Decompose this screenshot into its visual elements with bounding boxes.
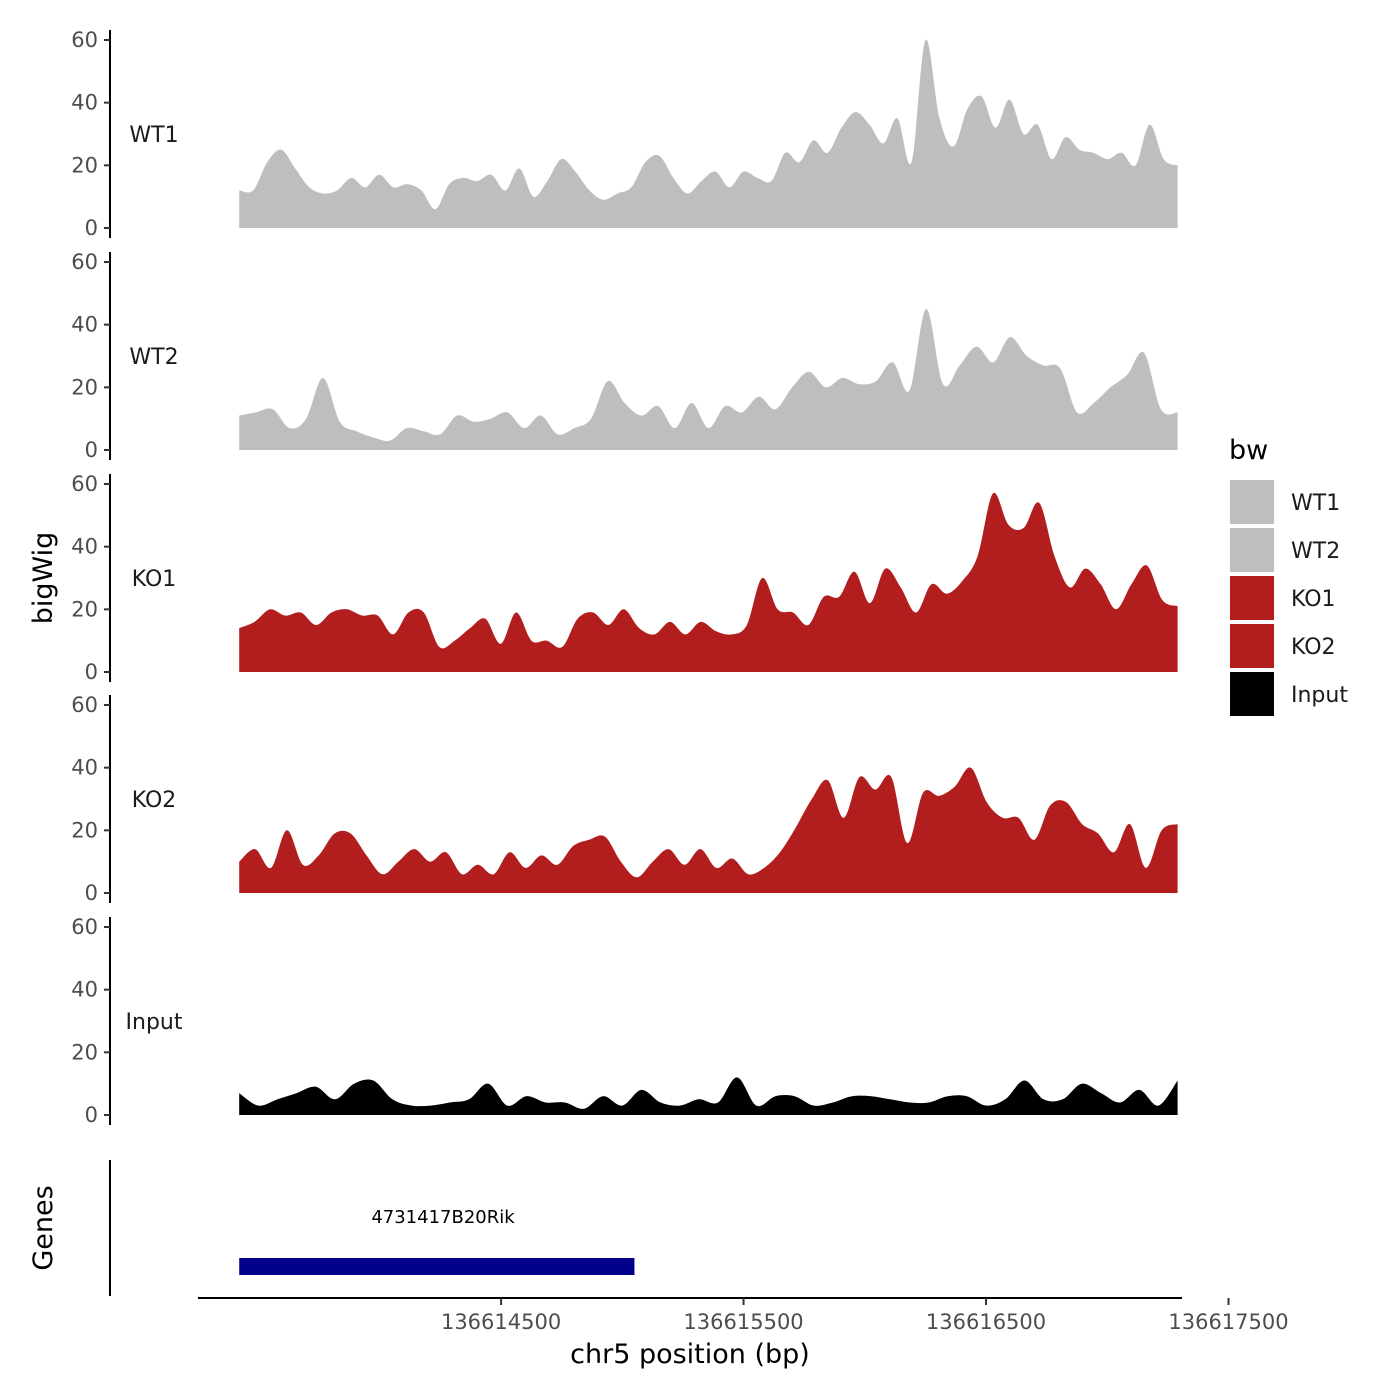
track-label: KO1 [132,567,177,592]
y-tick-label: 40 [71,91,98,115]
genes-track: Genes 4731417B20Rik [28,1160,635,1296]
y-tick-label: 0 [85,660,98,684]
y-tick-label: 0 [85,438,98,462]
x-tick-label: 136615500 [683,1310,803,1334]
area-wt2 [239,308,1178,450]
legend-item-wt1: WT1 [1230,480,1340,524]
genes-track-label: Genes [28,1185,59,1270]
y-tick-label: 60 [71,28,98,52]
legend-title: bw [1229,435,1268,466]
legend-label: KO1 [1291,587,1336,612]
x-axis: 136614500 136615500 136616500 136617500 [198,1297,1289,1334]
y-tick-label: 20 [71,1040,98,1064]
y-tick-label: 40 [71,535,98,559]
x-tick-label: 136617500 [1168,1310,1288,1334]
legend-label: WT2 [1291,539,1340,564]
area-input [239,1077,1178,1115]
track-ko2: 0 20 40 60 KO2 [71,693,1178,905]
tracks: 0 20 40 60 WT1 0 20 40 60 WT2 0 20 40 60 KO1 0 20 40 60 KO2… [71,28,1178,1127]
track-ko1: 0 20 40 60 KO1 [71,472,1178,684]
x-axis-title: chr5 position (bp) [570,1339,810,1370]
legend-swatch [1230,528,1274,572]
gene-bar [239,1258,635,1275]
legend-item-input: Input [1230,672,1348,716]
x-tick-label: 136614500 [441,1310,561,1334]
track-wt2: 0 20 40 60 WT2 [71,250,1178,462]
y-tick-label: 60 [71,250,98,274]
legend-label: Input [1291,683,1348,708]
area-wt1 [239,39,1178,228]
legend-label: KO2 [1291,635,1336,660]
track-label: WT2 [129,345,178,370]
track-label: KO2 [132,788,177,813]
area-ko1 [239,492,1178,672]
legend-swatch [1230,480,1274,524]
y-tick-label: 20 [71,597,98,621]
legend-item-wt2: WT2 [1230,528,1340,572]
y-tick-label: 0 [85,216,98,240]
track-label: WT1 [129,123,178,148]
gene-label: 4731417B20Rik [371,1207,515,1228]
y-tick-label: 40 [71,756,98,780]
legend-swatch [1230,576,1274,620]
y-tick-label: 40 [71,313,98,337]
y-tick-label: 0 [85,1103,98,1127]
y-tick-label: 0 [85,881,98,905]
y-tick-label: 20 [71,153,98,177]
legend-item-ko2: KO2 [1230,624,1336,668]
y-tick-label: 20 [71,818,98,842]
y-tick-label: 60 [71,472,98,496]
y-tick-label: 60 [71,915,98,939]
y-tick-label: 60 [71,693,98,717]
legend-swatch [1230,672,1274,716]
legend-item-ko1: KO1 [1230,576,1336,620]
y-axis-title: bigWig [28,532,59,625]
track-input: 0 20 40 60 Input [71,915,1178,1127]
legend-label: WT1 [1291,491,1340,516]
track-wt1: 0 20 40 60 WT1 [71,28,1178,240]
legend: bw WT1 WT2 KO1 KO2 Input [1229,435,1348,716]
track-label: Input [126,1010,183,1035]
area-ko2 [239,767,1178,893]
y-tick-label: 40 [71,978,98,1002]
legend-swatch [1230,624,1274,668]
y-tick-label: 20 [71,375,98,399]
x-tick-label: 136616500 [926,1310,1046,1334]
